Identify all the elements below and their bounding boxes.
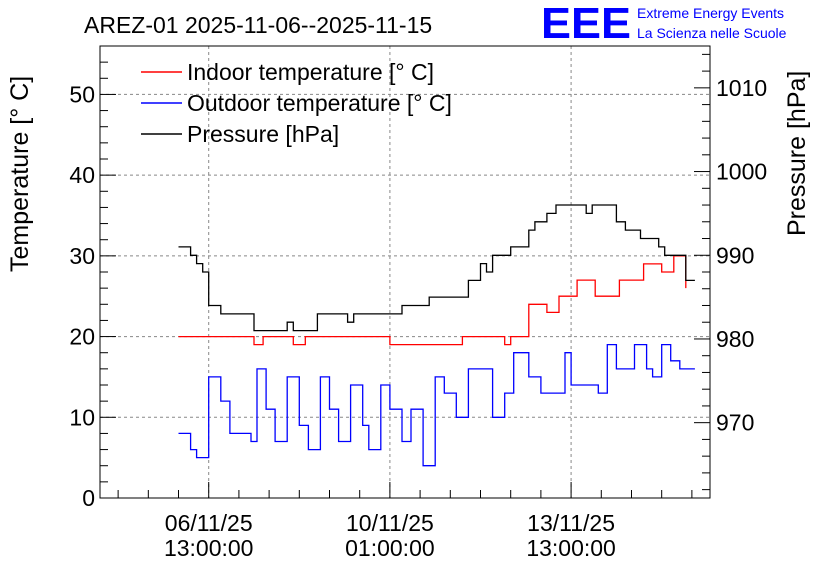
y2-tick-label: 970 — [716, 410, 754, 436]
x-tick-label-time: 13:00:00 — [164, 535, 254, 561]
y-tick-label: 0 — [82, 485, 95, 511]
x-tick-label-date: 10/11/25 — [346, 510, 434, 536]
x-tick-label-date: 13/11/25 — [527, 510, 615, 536]
eee-logo-line2: La Scienza nelle Scuole — [637, 25, 787, 41]
eee-logo-mark: EEE — [541, 0, 631, 48]
y2-tick-label: 990 — [716, 242, 754, 268]
y-tick-label: 10 — [69, 404, 95, 430]
eee-logo-line1: Extreme Energy Events — [637, 5, 784, 21]
legend-label-pressure: Pressure [hPa] — [187, 121, 339, 147]
y2-tick-label: 1010 — [716, 75, 767, 101]
x-tick-label-time: 13:00:00 — [526, 535, 616, 561]
y2-axis-label: Pressure [hPa] — [783, 71, 811, 236]
y2-tick-label: 980 — [716, 326, 754, 352]
series-indoor-temperature — [178, 255, 687, 346]
y-tick-label: 40 — [69, 162, 95, 188]
legend-label-indoor: Indoor temperature [° C] — [187, 59, 434, 85]
y-tick-label: 20 — [69, 324, 95, 350]
series-lines — [178, 204, 695, 467]
legend-label-outdoor: Outdoor temperature [° C] — [187, 90, 452, 116]
axes: 010203040509709809901000101006/11/2513:0… — [69, 45, 767, 561]
x-tick-label-time: 01:00:00 — [345, 535, 435, 561]
y-axis-label: Temperature [° C] — [6, 76, 34, 272]
y-tick-label: 50 — [69, 81, 95, 107]
y-tick-label: 30 — [69, 243, 95, 269]
legend: Indoor temperature [° C] Outdoor tempera… — [141, 59, 452, 147]
eee-logo: EEE Extreme Energy Events La Scienza nel… — [541, 0, 787, 48]
chart-title: AREZ-01 2025-11-06--2025-11-15 — [84, 12, 432, 38]
x-tick-label-date: 06/11/25 — [165, 510, 253, 536]
y2-tick-label: 1000 — [716, 159, 767, 185]
series-pressure — [178, 204, 695, 332]
series-outdoor-temperature — [178, 343, 695, 467]
